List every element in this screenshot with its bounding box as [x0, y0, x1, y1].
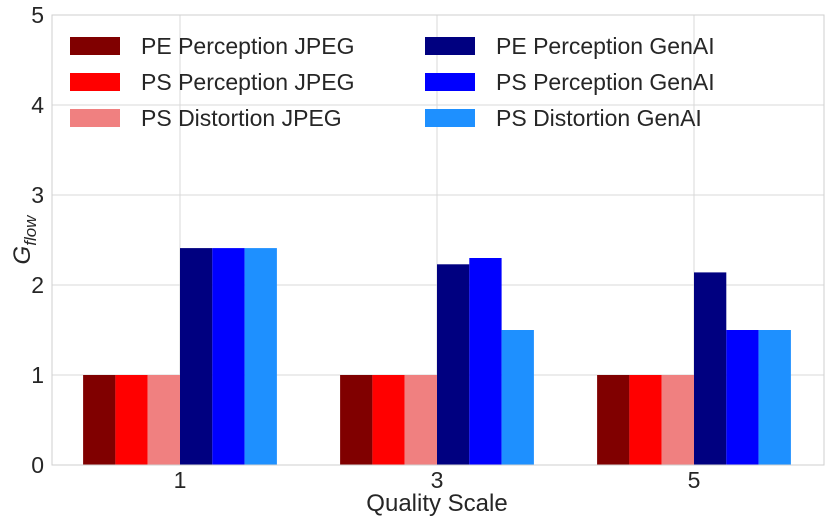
bar-pe-perception-jpeg-q5 [597, 375, 630, 465]
bar-pe-perception-genai-q3 [437, 264, 470, 465]
bar-ps-perception-genai-q5 [726, 330, 759, 465]
y-axis-label-sub: flow [21, 214, 40, 246]
bar-ps-distortion-genai-q5 [758, 330, 791, 465]
x-tick-label: 3 [431, 467, 444, 493]
y-axis-label: Gflow [9, 214, 40, 265]
y-tick-label: 0 [31, 452, 44, 478]
bar-pe-perception-genai-q1 [180, 248, 213, 465]
bar-ps-distortion-genai-q3 [501, 330, 534, 465]
legend-swatch [70, 109, 120, 127]
legend-label: PE Perception JPEG [141, 33, 355, 59]
legend-label: PS Perception JPEG [141, 69, 355, 95]
plot-frame [51, 14, 825, 466]
legend-swatch [70, 37, 120, 55]
bar-pe-perception-genai-q5 [694, 272, 727, 465]
x-tick-labels: 1 3 5 [174, 467, 701, 493]
legend-label: PE Perception GenAI [496, 33, 715, 59]
legend-label: PS Distortion JPEG [141, 105, 342, 131]
legend-label: PS Distortion GenAI [496, 105, 702, 131]
bar-ps-perception-genai-q1 [212, 248, 245, 465]
x-tick-label: 1 [174, 467, 187, 493]
y-tick-label: 4 [31, 92, 44, 118]
legend-label: PS Perception GenAI [496, 69, 715, 95]
y-tick-labels: 0 1 2 3 4 5 [31, 2, 44, 478]
bar-ps-distortion-jpeg-q3 [404, 375, 437, 465]
bar-ps-perception-jpeg-q3 [372, 375, 405, 465]
bar-ps-perception-genai-q3 [469, 258, 502, 465]
bar-ps-distortion-jpeg-q1 [147, 375, 180, 465]
y-tick-label: 2 [31, 272, 44, 298]
y-axis-label-main: G [9, 246, 36, 265]
legend-swatch [425, 109, 475, 127]
bars [83, 248, 791, 465]
legend-swatch [70, 73, 120, 91]
bar-ps-perception-jpeg-q1 [115, 375, 148, 465]
y-tick-label: 3 [31, 182, 44, 208]
bar-ps-distortion-genai-q1 [244, 248, 277, 465]
bar-pe-perception-jpeg-q1 [83, 375, 116, 465]
y-tick-label: 1 [31, 362, 44, 388]
x-tick-label: 5 [688, 467, 701, 493]
bar-ps-perception-jpeg-q5 [629, 375, 662, 465]
bar-pe-perception-jpeg-q3 [340, 375, 373, 465]
legend-swatch [425, 37, 475, 55]
legend: PE Perception JPEG PS Perception JPEG PS D… [70, 33, 715, 131]
x-axis-label: Quality Scale [366, 490, 507, 517]
y-tick-label: 5 [31, 2, 44, 28]
legend-swatch [425, 73, 475, 91]
bar-ps-distortion-jpeg-q5 [661, 375, 694, 465]
